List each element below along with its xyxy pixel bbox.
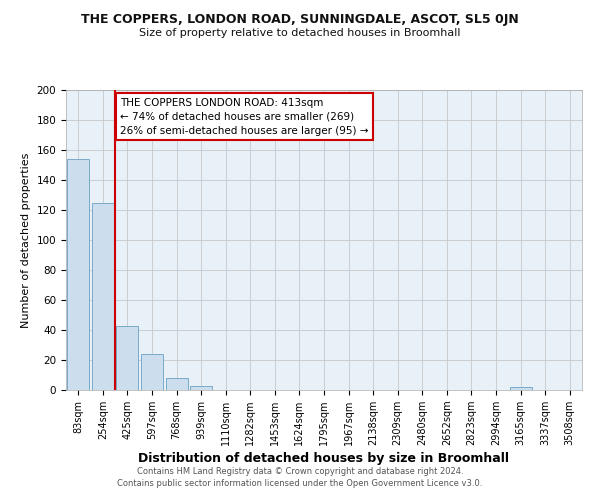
Bar — [141, 354, 163, 390]
Bar — [509, 387, 532, 390]
Bar — [190, 386, 212, 390]
Y-axis label: Number of detached properties: Number of detached properties — [21, 152, 31, 328]
Bar — [92, 202, 114, 390]
Text: THE COPPERS LONDON ROAD: 413sqm
← 74% of detached houses are smaller (269)
26% o: THE COPPERS LONDON ROAD: 413sqm ← 74% of… — [120, 98, 368, 136]
Text: Size of property relative to detached houses in Broomhall: Size of property relative to detached ho… — [139, 28, 461, 38]
Bar — [67, 159, 89, 390]
Text: THE COPPERS, LONDON ROAD, SUNNINGDALE, ASCOT, SL5 0JN: THE COPPERS, LONDON ROAD, SUNNINGDALE, A… — [81, 12, 519, 26]
X-axis label: Distribution of detached houses by size in Broomhall: Distribution of detached houses by size … — [139, 452, 509, 466]
Bar — [116, 326, 139, 390]
Bar — [166, 378, 188, 390]
Text: Contains HM Land Registry data © Crown copyright and database right 2024.
Contai: Contains HM Land Registry data © Crown c… — [118, 466, 482, 487]
